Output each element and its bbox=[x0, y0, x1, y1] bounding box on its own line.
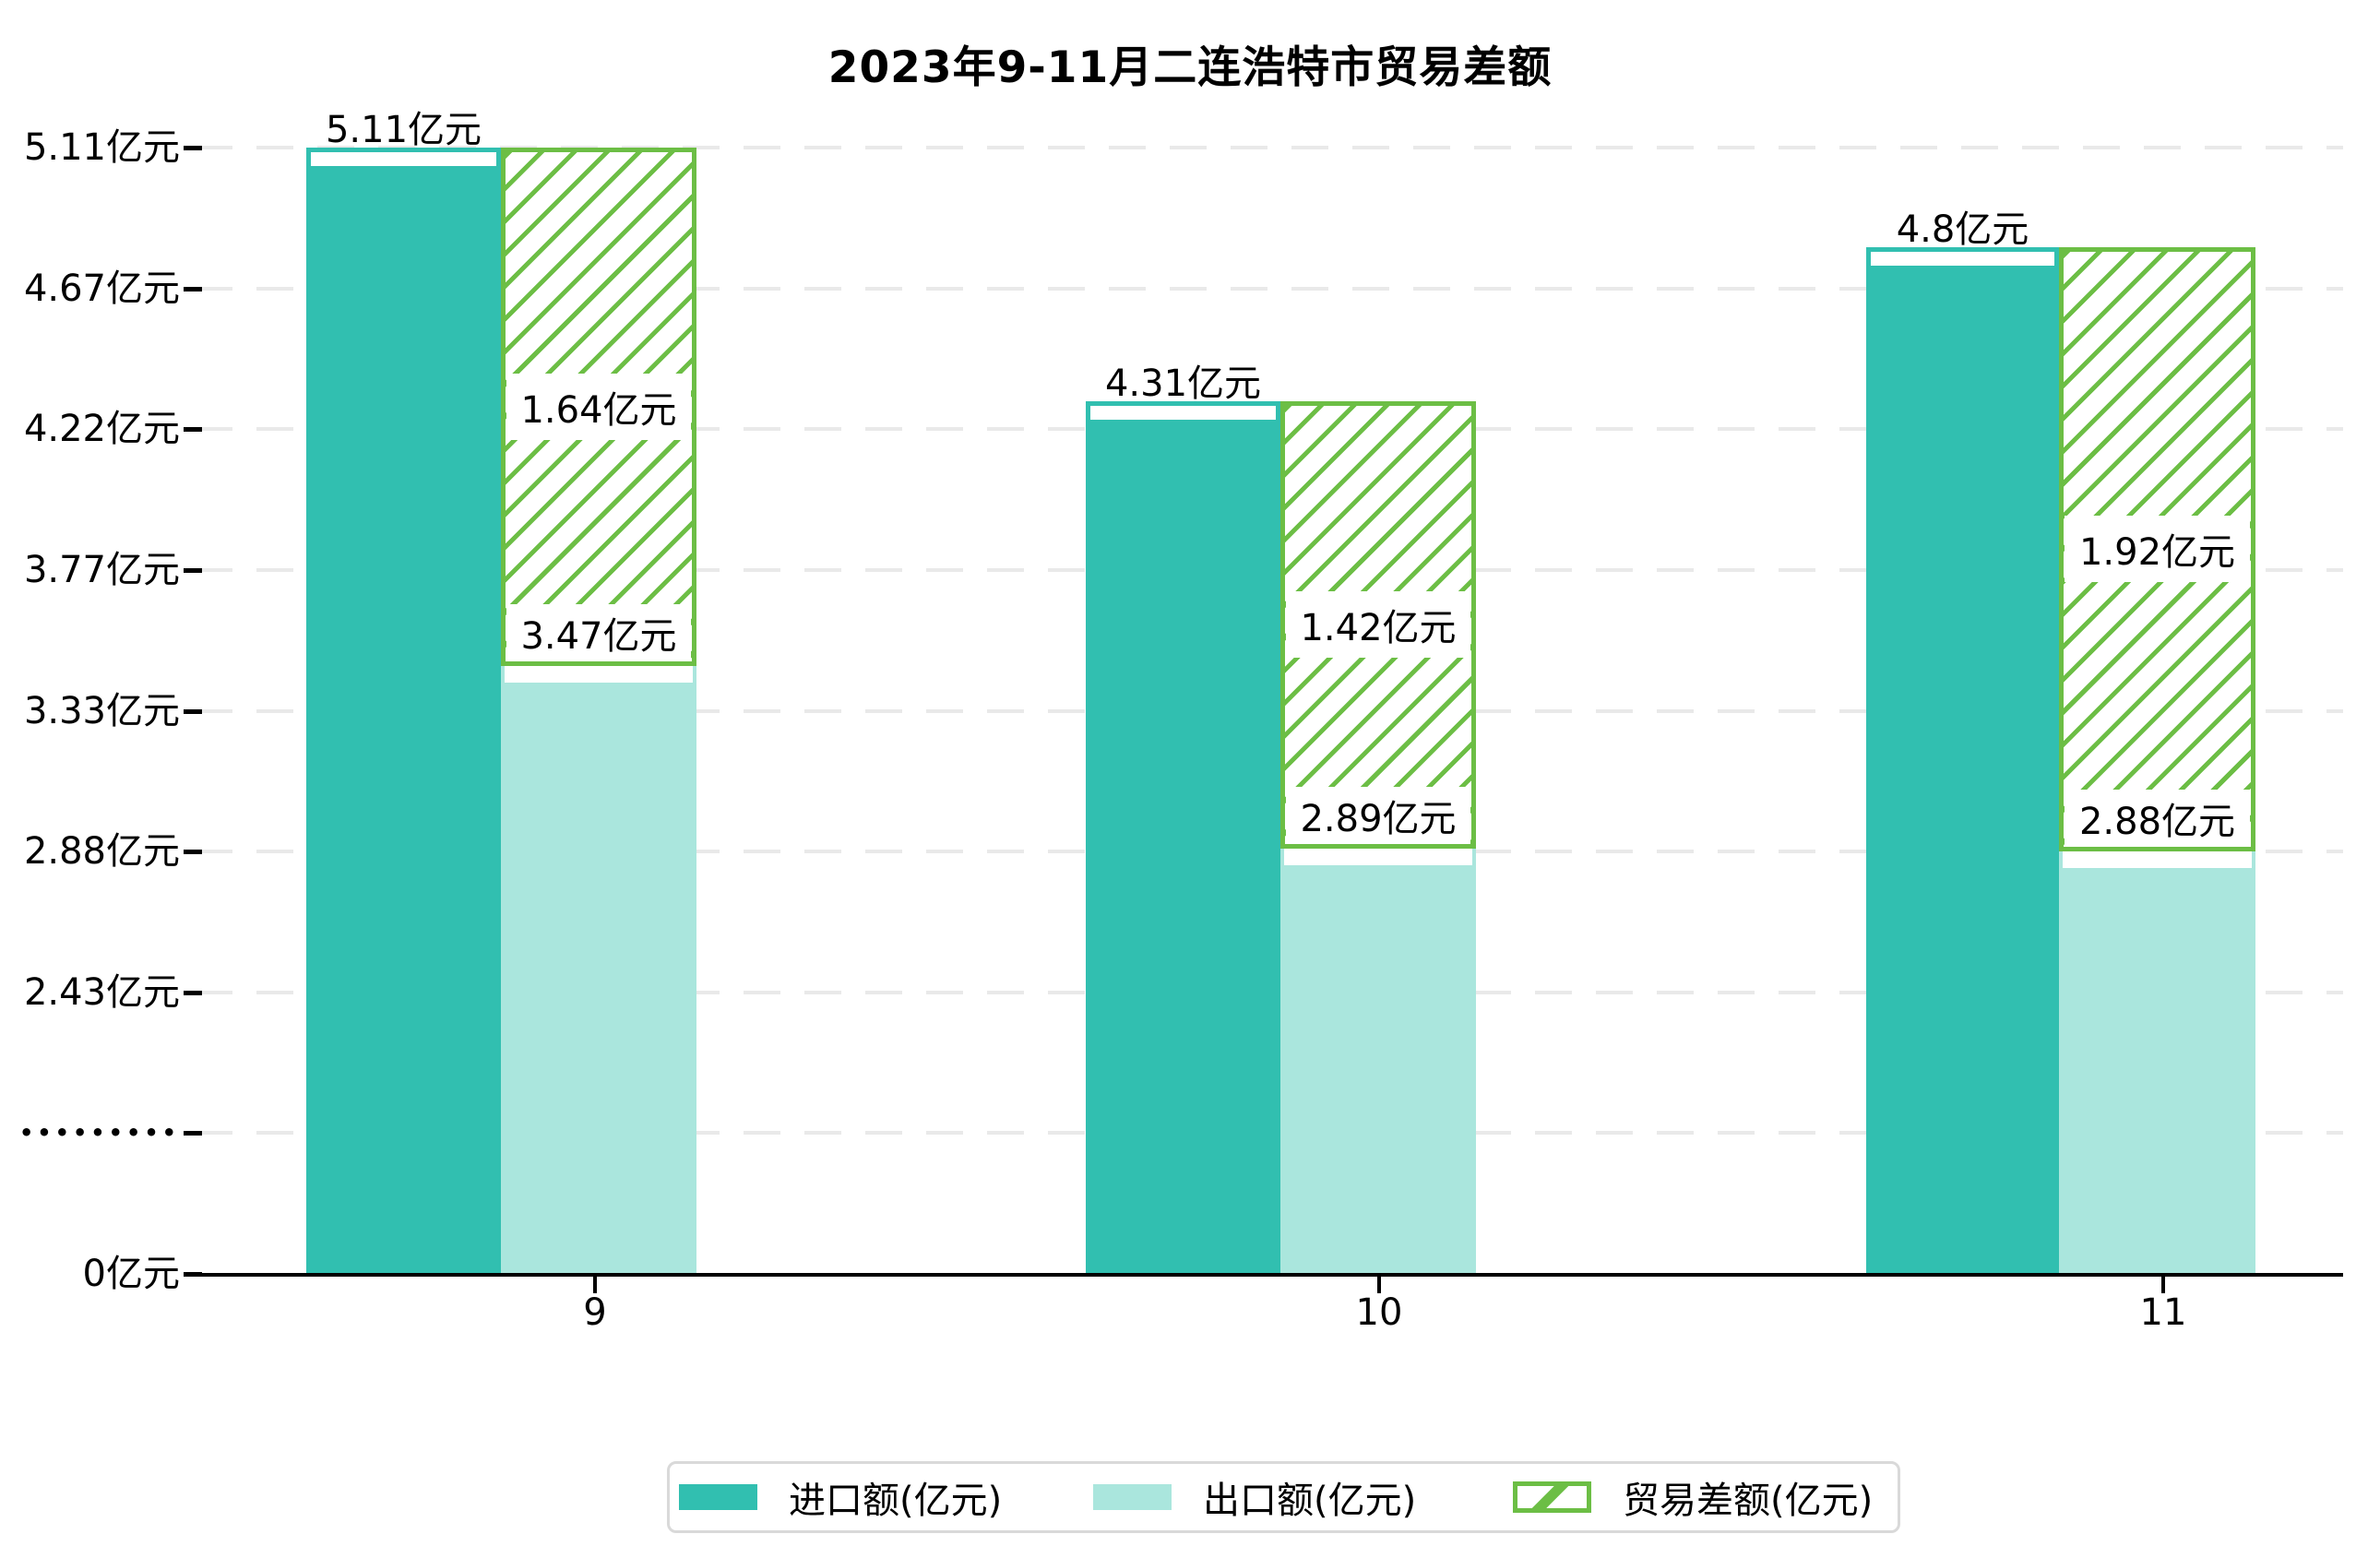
y-gridline bbox=[196, 286, 2343, 291]
x-axis-line bbox=[196, 1273, 2343, 1277]
y-axis-tick-mark bbox=[184, 286, 202, 291]
x-axis-tick-label: 11 bbox=[2139, 1291, 2187, 1334]
y-axis-tick-label: 2.43亿元 bbox=[23, 970, 180, 1014]
import-swatch-icon bbox=[679, 1484, 757, 1510]
y-axis-tick-label: 4.67亿元 bbox=[23, 267, 180, 310]
y-axis-tick-label: 3.33亿元 bbox=[23, 689, 180, 732]
import-value-label: 4.8亿元 bbox=[1896, 208, 2029, 251]
trade-balance-hatched-bar: 1.64亿元 3.47亿元 bbox=[501, 148, 696, 666]
x-axis-tick-label: 10 bbox=[1355, 1291, 1403, 1334]
chart-title: 2023年9-11月二连浩特市贸易差额 bbox=[827, 42, 1553, 93]
import-value-label: 5.11亿元 bbox=[325, 109, 482, 151]
y-gridline bbox=[196, 146, 2343, 149]
x-axis-tick-mark bbox=[2161, 1277, 2165, 1293]
import-bar-label-gap bbox=[1871, 251, 2054, 266]
trade-balance-hatched-bar: 1.42亿元 2.89亿元 bbox=[1280, 400, 1476, 849]
export-bar bbox=[501, 665, 696, 1274]
legend-label-diff: 贸易差额(亿元) bbox=[1623, 1480, 1874, 1522]
export-swatch-icon bbox=[1093, 1484, 1172, 1510]
y-axis-tick-mark bbox=[184, 708, 202, 714]
y-axis-tick-label: 5.11亿元 bbox=[23, 126, 180, 169]
x-axis-tick-label: 9 bbox=[583, 1291, 607, 1334]
trade-balance-value-label: 1.92亿元 bbox=[2065, 516, 2250, 583]
y-axis-tick-label: 3.77亿元 bbox=[23, 548, 180, 591]
y-axis-tick-label: 2.88亿元 bbox=[23, 830, 180, 874]
export-value-label: 3.47亿元 bbox=[506, 603, 691, 661]
import-bar bbox=[306, 148, 501, 1274]
trade-balance-value-label: 1.42亿元 bbox=[1286, 591, 1470, 659]
y-axis-tick-mark bbox=[184, 1272, 202, 1277]
export-bar-label-gap bbox=[505, 665, 693, 683]
legend-label-import: 进口额(亿元) bbox=[789, 1480, 1003, 1522]
export-bar-label-gap bbox=[1284, 848, 1472, 865]
import-bar-label-gap bbox=[1090, 405, 1276, 420]
x-axis-tick-mark bbox=[593, 1277, 597, 1293]
legend-item-import: 进口额(亿元) bbox=[679, 1464, 1002, 1530]
diff-hatch-swatch-icon bbox=[1513, 1481, 1591, 1513]
y-axis-tick-label: 4.22亿元 bbox=[23, 408, 180, 451]
legend-item-export: 出口额(亿元) bbox=[1093, 1464, 1416, 1530]
export-value-label: 2.88亿元 bbox=[2065, 790, 2250, 848]
y-axis-tick-mark bbox=[184, 146, 202, 150]
trade-balance-hatched-bar: 1.92亿元 2.88亿元 bbox=[2059, 246, 2255, 852]
trade-balance-value-label: 1.64亿元 bbox=[506, 373, 691, 440]
export-bar bbox=[2059, 851, 2255, 1274]
y-axis-tick-mark bbox=[184, 567, 202, 573]
legend-item-diff: 贸易差额(亿元) bbox=[1513, 1464, 1873, 1530]
legend: 进口额(亿元) 出口额(亿元) 贸易差额(亿元) bbox=[667, 1461, 1900, 1533]
import-bar bbox=[1866, 246, 2059, 1274]
export-value-label: 2.89亿元 bbox=[1286, 786, 1470, 844]
x-axis-tick-mark bbox=[1377, 1277, 1381, 1293]
import-bar bbox=[1086, 400, 1280, 1274]
y-axis-tick-mark bbox=[184, 1131, 202, 1136]
export-bar bbox=[1280, 848, 1476, 1274]
legend-label-export: 出口额(亿元) bbox=[1203, 1480, 1417, 1522]
y-axis-tick-mark bbox=[184, 990, 202, 995]
y-axis-tick-mark bbox=[184, 427, 202, 433]
export-bar-label-gap bbox=[2063, 851, 2252, 869]
import-bar-label-gap bbox=[311, 152, 496, 166]
y-axis-tick-label: ••••••••• bbox=[18, 1120, 180, 1147]
y-axis-tick-mark bbox=[184, 850, 202, 855]
y-axis-tick-label: 0亿元 bbox=[82, 1253, 180, 1295]
import-value-label: 4.31亿元 bbox=[1104, 362, 1262, 405]
